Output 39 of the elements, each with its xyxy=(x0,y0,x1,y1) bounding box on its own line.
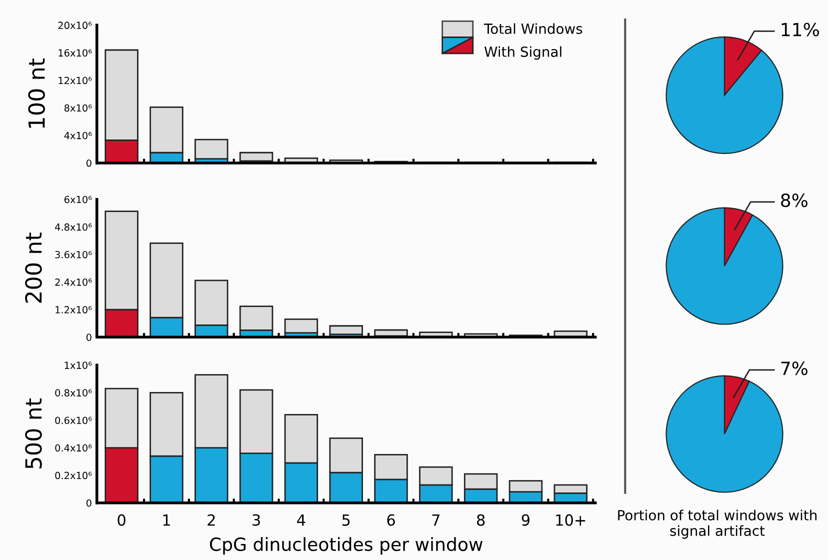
y-tick-label: 2.4x10⁶ xyxy=(55,278,92,286)
data-label: 7% xyxy=(781,362,808,376)
y-tick-label: 4x10⁶ xyxy=(64,132,92,140)
y-tick-label: 0 xyxy=(86,334,92,341)
x-tick-label: 3 xyxy=(252,514,260,526)
y-tick-label: 3.6x10⁶ xyxy=(55,250,92,258)
x-tick-label: 9 xyxy=(522,514,530,526)
x-tick-label: 10+ xyxy=(556,514,586,526)
y-tick-label: 16x10⁶ xyxy=(58,49,92,57)
x-tick-label: 0 xyxy=(118,514,126,526)
y-tick-label: 4.8x10⁶ xyxy=(55,223,92,231)
x-tick-label: 5 xyxy=(342,514,350,526)
y-tick-label: 0.4x10⁶ xyxy=(55,444,92,452)
y-tick-label: 1x10⁶ xyxy=(64,362,92,369)
x-tick-label: 2 xyxy=(208,514,215,526)
legend-label: Total Windows xyxy=(484,23,582,34)
y-axis-title: 200 nt xyxy=(25,232,42,303)
data-label: 8% xyxy=(781,194,808,208)
y-tick-label: 0 xyxy=(86,159,92,167)
y-axis-title: 100 nt xyxy=(28,58,45,128)
legend-label: With Signal xyxy=(484,46,562,60)
y-tick-label: 6x10⁶ xyxy=(64,196,92,204)
text: Portion of total windows with signal artifact xyxy=(618,510,816,539)
y-tick-label: 0.6x10⁶ xyxy=(55,416,92,424)
x-tick-label: 4 xyxy=(297,514,306,526)
data-label: 11% xyxy=(782,22,819,36)
y-tick-label: 0.2x10⁶ xyxy=(55,472,92,480)
x-tick-label: 1 xyxy=(163,514,170,526)
y-tick-label: 0.8x10⁶ xyxy=(55,389,92,397)
y-tick-label: 0 xyxy=(86,499,92,507)
y-tick-label: 8x10⁶ xyxy=(64,104,92,112)
y-tick-label: 12x10⁶ xyxy=(58,76,92,84)
x-tick-label: 8 xyxy=(477,514,485,526)
x-tick-label: 7 xyxy=(432,514,440,526)
x-axis-title: CpG dinucleotides per window xyxy=(210,537,482,555)
y-tick-label: 1.2x10⁶ xyxy=(56,306,92,314)
y-axis-title: 500 nt xyxy=(25,398,42,468)
y-tick-label: 20x10⁶ xyxy=(58,22,92,30)
x-tick-label: 6 xyxy=(387,514,395,526)
